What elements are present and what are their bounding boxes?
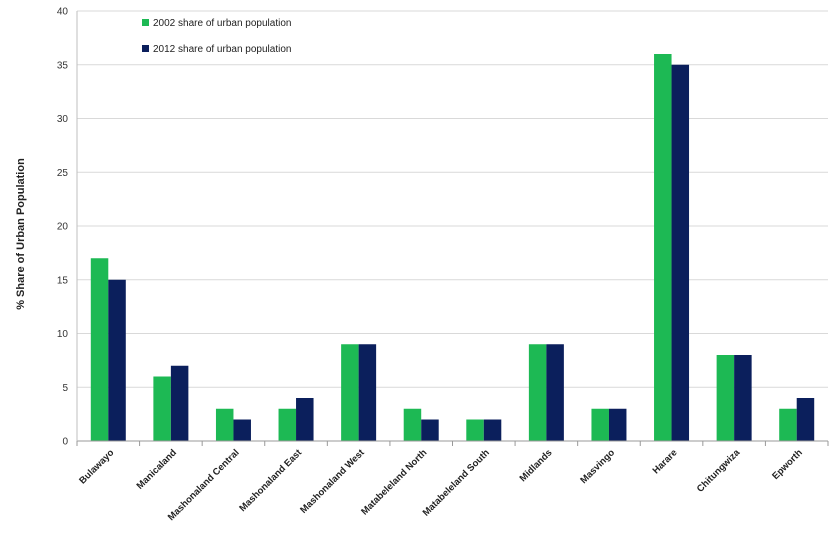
- x-category-label: Bulawayo: [77, 447, 116, 486]
- gridlines: [77, 10, 828, 442]
- bar-series-2: [546, 344, 564, 441]
- bar-series-2: [108, 279, 126, 441]
- legend: 2002 share of urban population 2012 share…: [142, 18, 291, 55]
- y-tick-label: 35: [57, 60, 69, 71]
- bar-series-2: [421, 419, 439, 441]
- x-category-label: Epworth: [770, 447, 805, 482]
- y-axis-label: % Share of Urban Population: [15, 158, 27, 310]
- legend-label: 2012 share of urban population: [153, 44, 291, 55]
- bar-series-1: [528, 344, 547, 441]
- x-category-label: Midlands: [518, 447, 555, 484]
- bar-series-1: [654, 54, 672, 441]
- y-tick-label: 10: [57, 329, 69, 340]
- bar-series-1: [215, 408, 234, 441]
- bar-series-1: [90, 258, 109, 441]
- x-category-label: Manicaland: [135, 447, 179, 491]
- y-tick-label: 15: [57, 275, 69, 286]
- bar-series-2: [734, 355, 752, 441]
- bar-series-1: [278, 408, 297, 441]
- x-category-label: Masvingo: [578, 447, 617, 486]
- y-axis-ticks: 0 5 10 15 20 25 30 35 40: [57, 7, 69, 448]
- x-category-label: Mashonaland Central: [166, 447, 242, 523]
- y-tick-label: 25: [57, 168, 69, 179]
- y-tick-label: 40: [57, 7, 69, 18]
- bars: [90, 54, 815, 441]
- bar-series-1: [591, 408, 609, 441]
- bar-series-1: [716, 355, 735, 441]
- x-axis: [76, 11, 829, 446]
- legend-swatch: [142, 45, 149, 52]
- y-tick-label: 30: [57, 114, 69, 125]
- x-category-label: Matabeleland South: [421, 447, 492, 518]
- bar-series-2: [170, 365, 189, 441]
- x-category-label: Mashonaland East: [237, 447, 304, 514]
- bar-series-1: [403, 408, 422, 441]
- bar-series-2: [671, 64, 690, 441]
- legend-swatch: [142, 19, 149, 26]
- x-category-label: Harare: [651, 447, 680, 476]
- bar-series-2: [483, 419, 502, 441]
- bar-series-2: [358, 344, 377, 441]
- x-category-label: Mashonaland West: [298, 447, 367, 516]
- y-tick-label: 0: [62, 437, 68, 448]
- bar-series-2: [296, 398, 314, 441]
- y-tick-label: 20: [57, 222, 69, 233]
- bar-series-2: [233, 419, 251, 441]
- bar-series-1: [153, 376, 171, 441]
- bar-series-1: [466, 419, 484, 441]
- bar-series-2: [796, 398, 815, 441]
- bar-series-1: [341, 344, 359, 441]
- bar-series-2: [608, 408, 627, 441]
- y-tick-label: 5: [62, 383, 68, 394]
- bar-series-1: [779, 408, 797, 441]
- x-category-label: Chitungwiza: [695, 447, 743, 495]
- x-category-label: Matabeleland North: [359, 447, 429, 517]
- legend-label: 2002 share of urban population: [153, 18, 291, 29]
